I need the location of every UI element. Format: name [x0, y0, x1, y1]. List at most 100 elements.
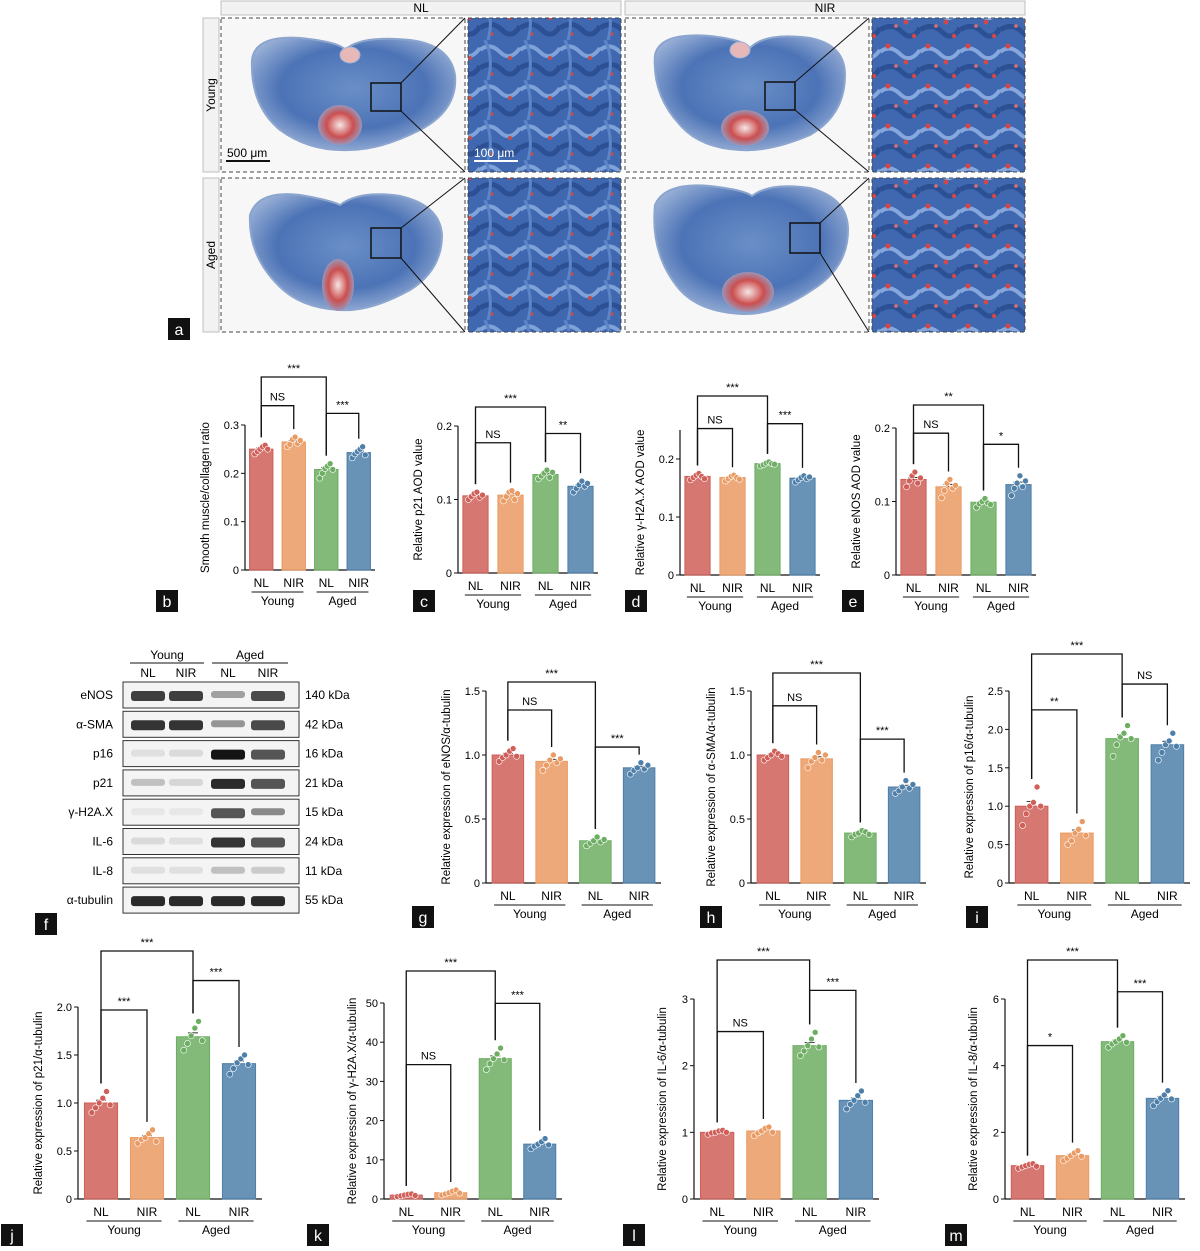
panel-letter: k — [314, 1228, 323, 1245]
data-point — [198, 1037, 206, 1044]
panel-letter-box — [1, 1224, 23, 1246]
data-point — [815, 749, 822, 756]
panel-letter-box — [413, 590, 435, 612]
data-point — [797, 1052, 804, 1059]
data-point — [804, 764, 812, 772]
significance-bracket — [1026, 1044, 1074, 1156]
bar — [523, 1143, 557, 1200]
y-tick-label: 0.5 — [465, 814, 480, 826]
blot-band — [251, 866, 285, 874]
data-point — [483, 1066, 490, 1073]
chart-c: 0 0.1 0.2 Relative p21 AOD value NL NIR NL NIR Y… — [413, 393, 598, 612]
data-point — [946, 476, 954, 483]
group-label: Aged — [868, 907, 896, 921]
significance-label: *** — [726, 382, 740, 394]
group-label: Young — [107, 1223, 141, 1237]
group-label: Young — [513, 907, 547, 921]
data-point — [1109, 752, 1117, 760]
data-point — [1068, 837, 1075, 845]
significance-label: NS — [733, 1018, 748, 1030]
data-point — [1127, 735, 1135, 742]
y-tick-label: 0 — [993, 1194, 999, 1206]
blot-band — [169, 691, 203, 701]
x-tick-label: NIR — [283, 576, 304, 590]
data-point — [513, 752, 520, 760]
bar — [1150, 744, 1185, 884]
x-tick-label: NL — [1020, 1205, 1036, 1219]
blot-kda-label: 16 kDa — [305, 747, 343, 761]
y-tick-label: 0 — [66, 1194, 72, 1206]
blot-band — [211, 691, 245, 698]
significance-bracket — [696, 427, 734, 468]
significance-label: NS — [923, 419, 938, 431]
data-point — [1033, 1163, 1040, 1170]
data-point — [95, 1099, 103, 1107]
x-tick-label: NL — [906, 581, 922, 595]
y-tick-label: 2 — [993, 1127, 999, 1139]
x-tick-label: NL — [185, 1205, 201, 1219]
chart-b: 0 0.1 0.2 0.3 Smooth muscle/collagen ratio NL… — [156, 363, 375, 612]
bar — [491, 754, 525, 884]
data-point — [1022, 810, 1030, 818]
zoom-box-aged-nir — [789, 222, 821, 254]
group-label: Aged — [1131, 907, 1159, 921]
data-point — [815, 1043, 823, 1051]
data-point — [843, 1105, 850, 1113]
data-point — [811, 1029, 819, 1036]
significance-bracket — [192, 979, 240, 1047]
significance-label: NS — [787, 692, 802, 704]
blot-protein-label: γ-H2A.X — [68, 805, 113, 819]
data-point — [486, 1060, 494, 1068]
bar — [346, 452, 371, 571]
data-point — [865, 831, 873, 838]
bar — [746, 1130, 781, 1200]
col-header-nl-box — [220, 0, 622, 16]
col-header-nir: NIR — [815, 1, 836, 15]
blot-lane-label: NIR — [176, 666, 197, 680]
data-point — [479, 491, 486, 499]
col-header-nl: NL — [413, 1, 429, 15]
y-tick-label: 30 — [366, 1076, 378, 1088]
blot-band — [131, 808, 165, 816]
y-tick-label: 0.5 — [988, 840, 1003, 852]
data-point — [545, 1141, 552, 1149]
panel-f-western-blot: Young Aged NL NIR NL NIR eNOS 140 kDa α-SMA 42… — [35, 648, 350, 935]
data-point — [291, 433, 299, 441]
x-tick-label: NL — [488, 1205, 504, 1219]
blot-kda-label: 21 kDa — [305, 776, 343, 790]
data-point — [1074, 1147, 1082, 1154]
row-header-young: Young — [204, 78, 218, 112]
panel-letter-box — [168, 318, 190, 340]
significance-bracket — [912, 432, 950, 472]
data-point — [911, 468, 919, 476]
data-point — [861, 1099, 869, 1106]
group-label: Young — [723, 1223, 757, 1237]
blot-protein-label: IL-8 — [92, 864, 113, 878]
significance-bracket — [260, 405, 295, 438]
data-point — [644, 761, 652, 769]
x-tick-label: NL — [853, 889, 869, 903]
data-point — [1037, 802, 1044, 810]
y-tick-label: 0 — [372, 1194, 378, 1206]
data-point — [811, 754, 819, 761]
blot-band — [211, 749, 245, 760]
data-point — [584, 480, 591, 487]
significance-bracket — [100, 1009, 148, 1122]
significance-label: * — [999, 430, 1004, 442]
significance-label: NS — [270, 392, 285, 404]
group-label: Young — [914, 599, 948, 613]
blot-lane-label: NL — [140, 666, 156, 680]
y-tick-label: 0 — [233, 565, 239, 577]
data-point — [546, 474, 554, 481]
x-tick-label: NIR — [846, 1205, 867, 1219]
data-point — [1082, 832, 1090, 839]
data-point — [226, 1070, 234, 1078]
data-point — [806, 473, 813, 481]
tissue-aged-nir — [653, 184, 850, 316]
y-tick-label: 0.1 — [659, 512, 674, 524]
bar — [281, 441, 306, 571]
data-point — [593, 833, 601, 841]
panel-letter-box — [156, 590, 178, 612]
data-point — [361, 451, 369, 459]
lumen-aged-nl — [322, 259, 354, 311]
